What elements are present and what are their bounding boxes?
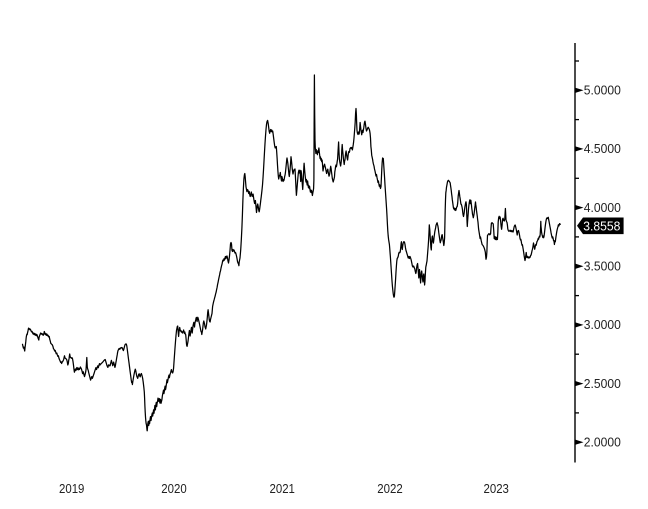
svg-text:2022: 2022 bbox=[377, 481, 402, 496]
svg-text:2021: 2021 bbox=[270, 481, 295, 496]
svg-text:3.0000: 3.0000 bbox=[584, 317, 621, 332]
svg-text:2019: 2019 bbox=[59, 481, 84, 496]
svg-text:5.0000: 5.0000 bbox=[584, 83, 621, 98]
svg-text:2023: 2023 bbox=[484, 481, 509, 496]
svg-text:2.0000: 2.0000 bbox=[584, 435, 621, 450]
svg-text:2.5000: 2.5000 bbox=[584, 376, 621, 391]
svg-text:2020: 2020 bbox=[161, 481, 186, 496]
svg-text:3.5000: 3.5000 bbox=[584, 259, 621, 274]
svg-text:4.0000: 4.0000 bbox=[584, 200, 621, 215]
svg-text:4.5000: 4.5000 bbox=[584, 141, 621, 156]
svg-text:3.8558: 3.8558 bbox=[583, 218, 620, 233]
